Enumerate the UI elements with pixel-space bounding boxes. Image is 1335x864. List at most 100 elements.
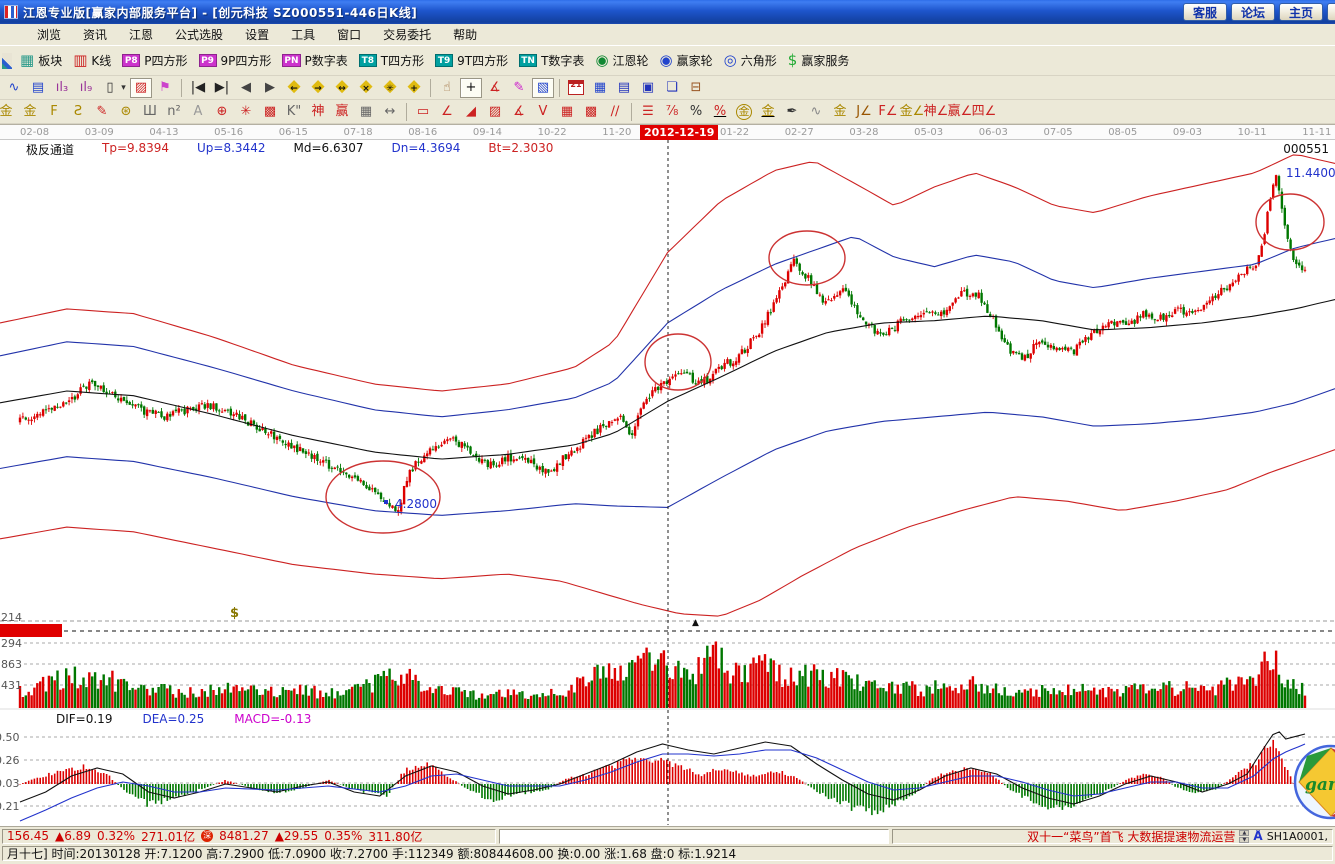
- diamond-hcompress-icon[interactable]: ◆ ↔: [331, 77, 353, 98]
- j-angle-icon[interactable]: J∠: [853, 102, 875, 122]
- target-icon[interactable]: ⊕: [211, 102, 233, 122]
- diamond-left-icon[interactable]: ◆ ←: [283, 77, 305, 98]
- red-grid2-icon[interactable]: ▩: [580, 102, 602, 122]
- p-square-icon-item[interactable]: P8 P四方形: [122, 52, 188, 69]
- pattern-icon[interactable]: ▨: [130, 77, 152, 98]
- fib-icon[interactable]: F: [43, 102, 65, 122]
- crosshair-icon[interactable]: +: [460, 77, 482, 98]
- menu-item-3[interactable]: 公式选股: [175, 27, 224, 42]
- hatch-box-icon[interactable]: ▨: [484, 102, 506, 122]
- protractor-icon[interactable]: A: [187, 102, 209, 122]
- f-angle-icon[interactable]: F∠: [877, 102, 899, 122]
- fan-solid-icon[interactable]: ◢: [460, 102, 482, 122]
- sketch-icon[interactable]: ✎: [508, 78, 530, 98]
- t-table-icon-item[interactable]: TN T数字表: [519, 52, 584, 69]
- diamond-zoom-icon[interactable]: ◆ ✳: [379, 77, 401, 98]
- spiral-icon[interactable]: Ƨ: [67, 102, 89, 122]
- report-icon[interactable]: ▤: [613, 78, 635, 98]
- si-angle-icon[interactable]: 四∠: [972, 102, 997, 122]
- ying-icon[interactable]: 赢: [331, 102, 353, 122]
- grid-box-icon[interactable]: ▦: [355, 102, 377, 122]
- gann-grid-icon[interactable]: 金: [0, 102, 17, 122]
- last-bar-icon[interactable]: ▶|: [211, 78, 233, 98]
- prev-bar-icon[interactable]: ◀: [235, 78, 257, 98]
- hexagon-icon-item[interactable]: ◎ 六角形: [724, 52, 777, 69]
- diamond-right-icon[interactable]: ◆ →: [307, 77, 329, 98]
- spin-down-icon[interactable]: ▼: [1239, 836, 1250, 843]
- percent-ruler-icon[interactable]: ⅞: [661, 102, 683, 122]
- ink-pen-icon[interactable]: ✒: [781, 102, 803, 122]
- next-bar-icon[interactable]: ▶: [259, 78, 281, 98]
- marker-pen-icon[interactable]: ✎: [91, 102, 113, 122]
- wave-channel-icon[interactable]: ∿: [805, 102, 827, 122]
- blue-grid-icon[interactable]: ▧: [532, 77, 554, 98]
- levels-icon[interactable]: ☰: [637, 102, 659, 122]
- calculator-icon[interactable]: ▦: [589, 78, 611, 98]
- menu-item-1[interactable]: 资讯: [83, 27, 108, 42]
- gold-circle-icon[interactable]: 金: [733, 102, 755, 122]
- span-icon[interactable]: ↔: [379, 102, 401, 122]
- t-square-icon-item[interactable]: T8 T四方形: [358, 52, 424, 69]
- hand-icon[interactable]: ☝: [436, 78, 458, 98]
- minimize-button-partial[interactable]: [1327, 3, 1335, 21]
- blocks-icon-item[interactable]: ▦ 板块: [20, 52, 62, 69]
- wave-icon[interactable]: ∿: [3, 78, 25, 98]
- menu-item-6[interactable]: 窗口: [337, 27, 362, 42]
- gann-wheel-icon-item[interactable]: ◉ 江恩轮: [595, 52, 648, 69]
- candle-style-dropdown[interactable]: ▾: [119, 78, 128, 98]
- menu-item-8[interactable]: 帮助: [453, 27, 478, 42]
- stock-code-input[interactable]: [499, 828, 889, 844]
- dollar-icon-item[interactable]: $ 赢家服务: [788, 52, 850, 69]
- gold-lines-icon[interactable]: 金: [757, 102, 779, 122]
- parallel-lines-icon[interactable]: ∕∕: [604, 102, 626, 122]
- spin-up-icon[interactable]: ▲: [1239, 829, 1250, 836]
- winner-wheel-icon-item[interactable]: ◉ 赢家轮: [660, 52, 713, 69]
- home-button[interactable]: 主页: [1278, 3, 1323, 21]
- gann-grid2-icon[interactable]: 金: [19, 102, 41, 122]
- bars-9-icon[interactable]: ıl₉: [75, 78, 97, 98]
- menu-item-4[interactable]: 设置: [245, 27, 270, 42]
- kline-icon-item[interactable]: ▥ K线: [73, 52, 111, 69]
- menu-item-5[interactable]: 工具: [291, 27, 316, 42]
- news-ticker[interactable]: 双十一“菜鸟”首飞 大数据提速物流运营: [1027, 829, 1236, 844]
- forum-button[interactable]: 论坛: [1230, 3, 1275, 21]
- shen-icon[interactable]: 神: [307, 102, 329, 122]
- bars-3-icon[interactable]: ıl₃: [51, 78, 73, 98]
- percent-lines-icon[interactable]: %: [709, 102, 731, 122]
- t9-square-icon-item[interactable]: T9 9T四方形: [435, 52, 508, 69]
- ying-angle-icon[interactable]: 赢∠: [948, 102, 973, 122]
- save-icon[interactable]: ▣: [637, 78, 659, 98]
- fan-lines-icon[interactable]: ∠: [436, 102, 458, 122]
- shen-angle-icon[interactable]: 神∠: [924, 102, 949, 122]
- wheel-icon[interactable]: ⊛: [115, 102, 137, 122]
- p-table-icon-item[interactable]: PN P数字表: [282, 52, 348, 69]
- web-icon[interactable]: ▩: [259, 102, 281, 122]
- menu-item-2[interactable]: 江恩: [129, 27, 154, 42]
- trend-angle-icon[interactable]: ∡: [508, 102, 530, 122]
- flag-icon[interactable]: ⚑: [154, 78, 176, 98]
- truck-icon[interactable]: ⊟: [685, 78, 707, 98]
- cut-toolbar-icon[interactable]: [2, 52, 12, 69]
- diamond-hexpand-icon[interactable]: ◆ ×: [355, 77, 377, 98]
- p9-square-icon-item[interactable]: P9 9P四方形: [198, 52, 271, 69]
- chart-area[interactable]: 4.2800 11.4400 $ ▲ gann 极反通道 Tp=9.8394 Up=8.…: [0, 140, 1335, 826]
- red-grid-icon[interactable]: ▦: [556, 102, 578, 122]
- news-spinner[interactable]: ▲ ▼: [1239, 829, 1250, 843]
- gold2-icon[interactable]: 金: [829, 102, 851, 122]
- wave-v-icon[interactable]: V: [532, 102, 554, 122]
- angle-icon[interactable]: ∡: [484, 78, 506, 98]
- first-bar-icon[interactable]: |◀: [187, 78, 209, 98]
- candle-style-icon[interactable]: ▯: [99, 78, 121, 98]
- notes-icon[interactable]: ▤: [27, 78, 49, 98]
- export-icon[interactable]: ❏: [661, 78, 683, 98]
- gold-angle-icon[interactable]: 金∠: [900, 102, 925, 122]
- k2-icon[interactable]: K": [283, 102, 305, 122]
- service-button[interactable]: 客服: [1182, 3, 1227, 21]
- diamond-all-icon[interactable]: ◆ +: [403, 77, 425, 98]
- calendar-icon[interactable]: 21: [565, 78, 587, 98]
- menu-item-0[interactable]: 浏览: [37, 27, 62, 42]
- menu-item-7[interactable]: 交易委托: [383, 27, 432, 42]
- percent-icon[interactable]: %: [685, 102, 707, 122]
- n2-icon[interactable]: n²: [163, 102, 185, 122]
- kline-chart-svg[interactable]: 4.2800 11.4400 $ ▲ gann: [0, 140, 1335, 826]
